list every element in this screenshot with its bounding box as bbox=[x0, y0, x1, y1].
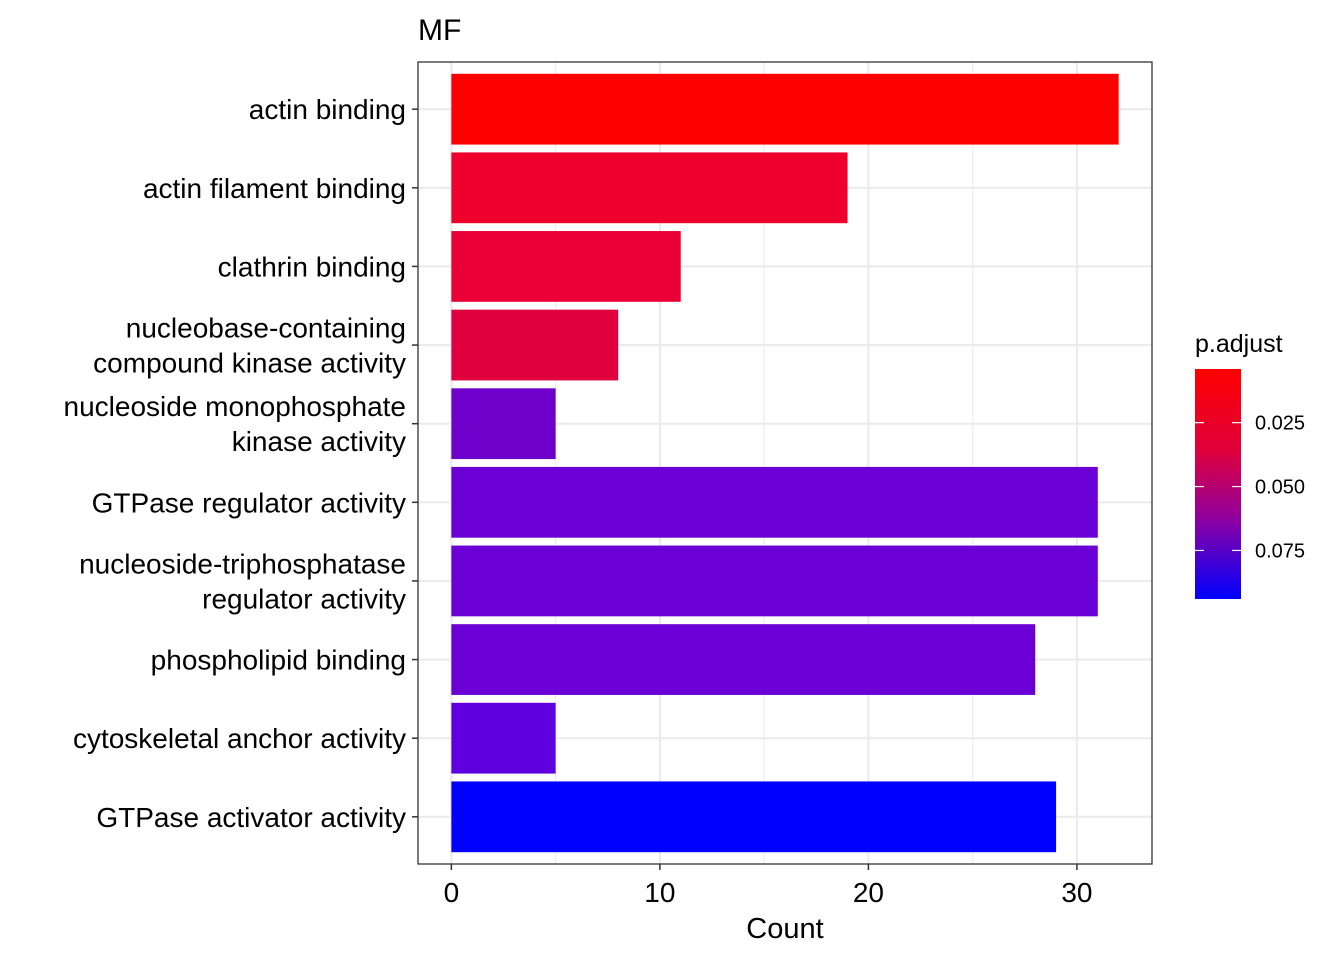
y-tick-label: GTPase regulator activity bbox=[92, 487, 406, 518]
y-tick-label: nucleobase-containing compound kinase act… bbox=[93, 313, 406, 379]
bar bbox=[451, 309, 619, 381]
colorbar bbox=[1195, 369, 1241, 599]
y-tick-label: nucleoside monophosphate kinase activity bbox=[64, 391, 406, 457]
y-tick-label: nucleoside-triphosphatase regulator activ… bbox=[79, 548, 406, 614]
x-tick-label: 0 bbox=[444, 877, 460, 908]
bar bbox=[451, 388, 556, 460]
chart-title: MF bbox=[418, 14, 461, 47]
plot-border bbox=[417, 61, 1153, 865]
bar bbox=[451, 466, 1098, 538]
colorbar-ticks: 0.025 0.050 0.075 bbox=[1195, 413, 1305, 562]
y-tick-label: cytoskeletal anchor activity bbox=[73, 723, 406, 754]
bar bbox=[451, 73, 1119, 145]
colorbar-tick-label: 0.075 bbox=[1255, 540, 1305, 562]
x-tick-label: 20 bbox=[853, 877, 884, 908]
y-axis: actin binding actin filament binding clath… bbox=[64, 94, 418, 833]
y-tick-label: actin filament binding bbox=[143, 173, 406, 204]
bars bbox=[451, 73, 1119, 853]
bar bbox=[451, 231, 681, 302]
bar bbox=[451, 624, 1036, 695]
colorbar-tick-label: 0.025 bbox=[1255, 413, 1305, 435]
bar bbox=[451, 152, 848, 224]
y-tick-label: clathrin binding bbox=[218, 251, 406, 282]
x-tick-label: 30 bbox=[1061, 877, 1092, 908]
legend: p.adjust 0.025 0.050 0.075 bbox=[1195, 330, 1305, 599]
colorbar-tick-label: 0.050 bbox=[1255, 477, 1305, 499]
x-axis-label: Count bbox=[746, 913, 823, 945]
legend-title: p.adjust bbox=[1195, 330, 1283, 358]
bar bbox=[451, 781, 1057, 853]
y-tick-label: actin binding bbox=[249, 94, 406, 125]
y-tick-label: GTPase activator activity bbox=[96, 802, 406, 833]
y-tick-label: phospholipid binding bbox=[151, 645, 406, 676]
bar bbox=[451, 545, 1098, 617]
x-tick-label: 10 bbox=[644, 877, 675, 908]
x-axis: 0 10 20 30 bbox=[444, 864, 1093, 908]
bar bbox=[451, 702, 556, 774]
